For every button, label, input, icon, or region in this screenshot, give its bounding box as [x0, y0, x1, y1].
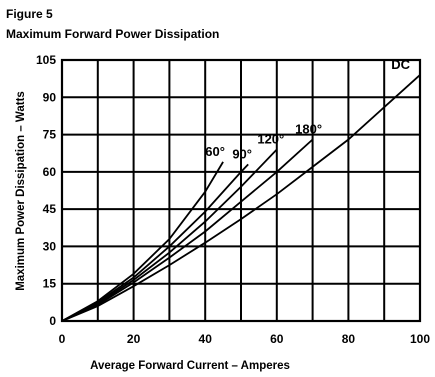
x-axis-label: Average Forward Current – Amperes: [90, 360, 290, 372]
plot-frame: [60, 58, 422, 323]
y-tick-label: 90: [43, 90, 57, 104]
chart-title: Maximum Forward Power Dissipation: [6, 27, 219, 41]
y-tick-label: 105: [36, 53, 56, 67]
tick-labels: 0 20 40 60 80 100 0 15 30 45 60 75 90 105: [36, 53, 430, 346]
series-line: [61, 138, 314, 322]
grid: [61, 59, 421, 322]
series-label: 120°: [257, 131, 284, 146]
y-tick-label: 0: [49, 314, 56, 328]
x-tick-label: 60: [270, 332, 284, 346]
y-axis-label: Maximum Power Dissipation – Watts: [15, 91, 27, 291]
y-tick-label: 15: [43, 277, 57, 291]
x-tick-label: 0: [59, 332, 66, 346]
y-tick-label: 30: [43, 239, 57, 253]
x-tick-label: 20: [127, 332, 141, 346]
series-line: [61, 161, 224, 322]
series-label: 90°: [232, 146, 252, 161]
figure-label: Figure 5: [6, 7, 53, 21]
curves: [61, 74, 421, 322]
y-tick-label: 75: [43, 128, 57, 142]
x-tick-label: 100: [410, 332, 430, 346]
series-label: DC: [391, 57, 410, 72]
series-label: 180°: [295, 122, 322, 137]
series-line: [61, 163, 249, 322]
series-label: 60°: [205, 144, 225, 159]
x-tick-label: 40: [199, 332, 213, 346]
curve-labels: 60° 90° 120° 180° DC: [205, 57, 410, 161]
series-line: [61, 74, 421, 322]
x-tick-label: 80: [342, 332, 356, 346]
series-line: [61, 148, 278, 322]
y-tick-label: 60: [43, 165, 57, 179]
y-tick-label: 45: [43, 202, 57, 216]
